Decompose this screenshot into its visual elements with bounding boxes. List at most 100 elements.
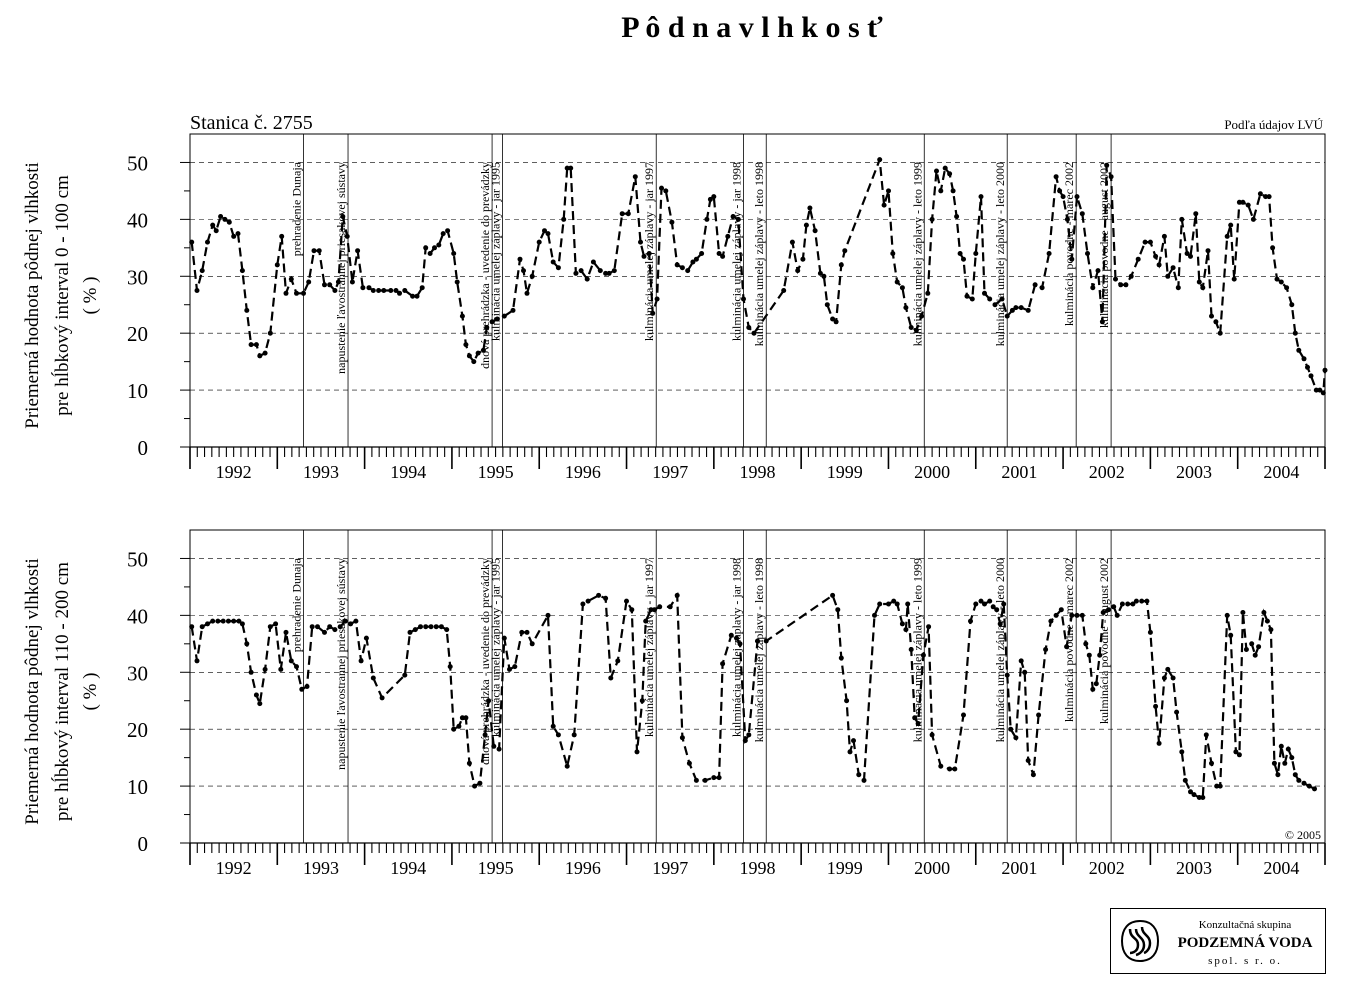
data-point	[1213, 319, 1219, 325]
y-axis-title: Priemerná hodnota pôdnej vlhkosti	[22, 558, 43, 824]
source-label: Podľa údajov LVÚ	[1224, 117, 1323, 132]
data-point	[210, 222, 216, 228]
data-point	[1069, 256, 1075, 262]
data-point	[650, 310, 656, 316]
data-point	[982, 290, 987, 296]
data-point	[1224, 612, 1230, 618]
data-point	[1320, 390, 1326, 396]
data-point	[279, 233, 285, 239]
data-point	[982, 601, 987, 607]
data-point	[1301, 780, 1307, 786]
data-point	[1083, 641, 1089, 647]
data-point	[1074, 612, 1080, 618]
data-point	[1306, 783, 1312, 789]
data-point	[1301, 356, 1307, 362]
data-point	[388, 288, 394, 293]
data-point	[978, 194, 984, 200]
data-point	[1257, 191, 1263, 197]
data-point	[1278, 743, 1284, 749]
data-point	[1161, 675, 1167, 681]
data-point	[299, 686, 305, 692]
data-point	[603, 270, 609, 276]
data-point	[294, 664, 299, 670]
x-tick-label: 1997	[652, 462, 688, 482]
data-point	[999, 296, 1005, 302]
data-point	[578, 268, 584, 274]
data-point	[1317, 387, 1323, 393]
data-point	[584, 276, 590, 282]
data-point	[370, 675, 376, 681]
data-point	[484, 325, 490, 330]
data-point	[1289, 755, 1295, 761]
data-point	[1079, 211, 1085, 217]
data-point	[973, 601, 979, 607]
data-point	[253, 692, 259, 698]
data-point	[1008, 726, 1014, 732]
data-point	[370, 288, 376, 293]
data-point	[1209, 313, 1214, 319]
event-label: kulminácia umelej záplavy - jar 1995	[489, 162, 503, 341]
data-point	[987, 598, 993, 604]
data-point	[466, 760, 472, 766]
data-point	[1263, 194, 1269, 200]
data-point	[899, 285, 905, 291]
data-point	[803, 222, 809, 228]
data-point	[800, 256, 806, 262]
data-point	[711, 194, 717, 200]
data-point	[1119, 601, 1125, 607]
data-point	[257, 701, 263, 707]
x-tick-label: 2004	[1263, 462, 1299, 482]
x-tick-label: 1995	[478, 858, 514, 878]
data-point	[973, 251, 979, 256]
data-point	[1069, 612, 1075, 618]
data-point	[961, 256, 966, 262]
data-point	[315, 624, 320, 630]
data-point	[231, 618, 237, 624]
data-point	[1004, 672, 1010, 678]
event-label: dnová prehrádzka - uvedenie do prevádzky	[478, 558, 492, 765]
data-point	[529, 273, 535, 279]
data-point	[288, 658, 294, 664]
data-point	[835, 607, 841, 613]
data-point	[480, 347, 486, 353]
data-point	[1289, 302, 1295, 308]
data-point	[340, 214, 346, 219]
event-label: dnová prehrádzka - uvedenie do prevádzky	[478, 162, 492, 369]
data-point	[624, 598, 629, 604]
data-point	[1106, 607, 1111, 613]
data-point	[1193, 211, 1199, 217]
data-point	[881, 202, 887, 208]
data-point	[716, 251, 722, 256]
data-point	[236, 618, 242, 624]
data-point	[1156, 740, 1162, 746]
data-point	[1032, 282, 1038, 288]
data-point	[833, 319, 839, 325]
data-point	[1200, 285, 1206, 291]
data-point	[512, 664, 518, 670]
event-label: kulminácia umelej záplavy - leto 1998	[752, 162, 766, 346]
data-point	[573, 270, 579, 276]
data-point	[1153, 253, 1159, 259]
data-point	[830, 592, 836, 598]
y-tick-label: 50	[127, 151, 148, 175]
data-point	[908, 647, 914, 652]
data-point	[1292, 330, 1298, 336]
data-point	[987, 296, 993, 302]
data-point	[920, 652, 926, 658]
data-point	[397, 290, 402, 296]
data-point	[699, 251, 705, 256]
data-point	[1228, 222, 1234, 228]
data-point	[894, 279, 900, 285]
y-tick-label: 20	[127, 322, 148, 346]
data-point	[707, 196, 713, 202]
data-point	[571, 732, 577, 738]
x-tick-label: 2003	[1176, 462, 1212, 482]
data-point	[205, 621, 210, 627]
data-point	[1165, 666, 1171, 672]
data-point	[1085, 251, 1090, 256]
data-point	[728, 632, 734, 638]
data-point	[1161, 233, 1167, 239]
data-point	[1139, 598, 1145, 604]
data-point	[925, 290, 931, 296]
data-point	[693, 256, 699, 262]
